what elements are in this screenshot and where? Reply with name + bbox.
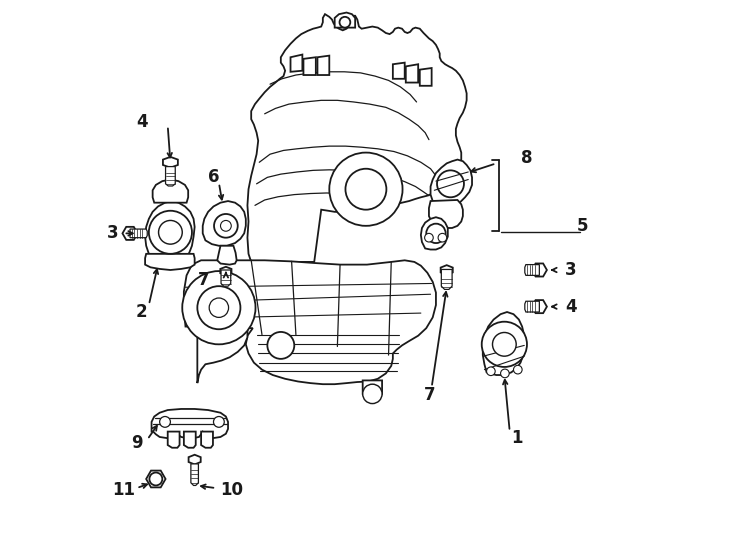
Polygon shape bbox=[153, 179, 188, 202]
Polygon shape bbox=[420, 68, 432, 86]
Circle shape bbox=[214, 214, 238, 238]
Polygon shape bbox=[440, 265, 453, 275]
Text: 9: 9 bbox=[131, 435, 142, 453]
Polygon shape bbox=[203, 201, 246, 246]
Circle shape bbox=[150, 472, 162, 485]
Circle shape bbox=[426, 224, 446, 243]
Circle shape bbox=[267, 332, 294, 359]
Polygon shape bbox=[441, 269, 452, 289]
Polygon shape bbox=[201, 431, 213, 448]
Text: 7: 7 bbox=[198, 271, 210, 289]
Circle shape bbox=[487, 367, 495, 375]
Text: 1: 1 bbox=[511, 429, 523, 447]
Polygon shape bbox=[163, 157, 178, 167]
Polygon shape bbox=[532, 300, 547, 313]
Polygon shape bbox=[525, 265, 539, 275]
Polygon shape bbox=[191, 464, 198, 485]
Circle shape bbox=[482, 322, 527, 367]
Polygon shape bbox=[184, 431, 196, 448]
Polygon shape bbox=[335, 12, 355, 28]
Text: 8: 8 bbox=[520, 149, 532, 167]
Polygon shape bbox=[166, 166, 175, 186]
Circle shape bbox=[425, 233, 433, 242]
Circle shape bbox=[501, 369, 509, 377]
Text: 11: 11 bbox=[112, 481, 135, 499]
Polygon shape bbox=[197, 327, 247, 383]
Text: 3: 3 bbox=[564, 261, 576, 279]
Circle shape bbox=[159, 220, 182, 244]
Text: 7: 7 bbox=[424, 386, 436, 404]
Circle shape bbox=[340, 17, 350, 28]
Polygon shape bbox=[146, 470, 166, 488]
Text: 2: 2 bbox=[136, 303, 148, 321]
Polygon shape bbox=[525, 301, 539, 312]
Circle shape bbox=[363, 384, 382, 403]
Circle shape bbox=[149, 211, 192, 254]
Polygon shape bbox=[532, 264, 547, 276]
Circle shape bbox=[438, 233, 447, 242]
Circle shape bbox=[220, 220, 231, 231]
Circle shape bbox=[159, 416, 170, 427]
Polygon shape bbox=[123, 227, 137, 240]
Polygon shape bbox=[184, 260, 436, 384]
Polygon shape bbox=[363, 380, 382, 395]
Polygon shape bbox=[406, 64, 418, 83]
Polygon shape bbox=[145, 201, 195, 264]
Circle shape bbox=[437, 170, 464, 197]
Polygon shape bbox=[483, 312, 524, 375]
Circle shape bbox=[214, 416, 225, 427]
Polygon shape bbox=[421, 217, 448, 249]
Polygon shape bbox=[247, 14, 467, 262]
Text: 4: 4 bbox=[564, 298, 576, 315]
Circle shape bbox=[182, 271, 255, 345]
Text: 5: 5 bbox=[577, 217, 588, 235]
Text: 3: 3 bbox=[107, 225, 119, 242]
Circle shape bbox=[209, 298, 228, 318]
Circle shape bbox=[330, 153, 402, 226]
Polygon shape bbox=[151, 409, 228, 438]
Circle shape bbox=[197, 286, 241, 329]
Polygon shape bbox=[393, 63, 404, 79]
Polygon shape bbox=[429, 200, 463, 228]
Text: 6: 6 bbox=[208, 168, 219, 186]
Circle shape bbox=[346, 168, 386, 210]
Polygon shape bbox=[220, 267, 231, 275]
Polygon shape bbox=[167, 431, 180, 448]
Polygon shape bbox=[317, 56, 330, 75]
Polygon shape bbox=[303, 57, 316, 75]
Polygon shape bbox=[145, 254, 195, 270]
Polygon shape bbox=[217, 246, 236, 265]
Text: 4: 4 bbox=[136, 113, 148, 131]
Polygon shape bbox=[431, 160, 472, 208]
Polygon shape bbox=[291, 55, 302, 72]
Polygon shape bbox=[221, 270, 230, 286]
Circle shape bbox=[493, 333, 516, 356]
Text: 10: 10 bbox=[219, 481, 243, 499]
Polygon shape bbox=[130, 229, 148, 238]
Circle shape bbox=[514, 366, 522, 374]
Polygon shape bbox=[189, 455, 200, 464]
